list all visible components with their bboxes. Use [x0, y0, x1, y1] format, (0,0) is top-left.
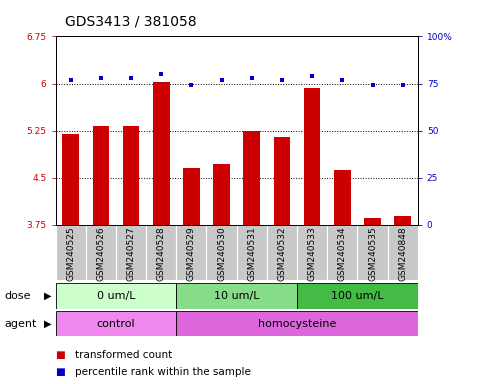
Point [157, 71, 165, 77]
Bar [297, 225, 327, 280]
Bar [153, 82, 170, 225]
Bar [56, 283, 176, 309]
Text: ■: ■ [56, 350, 65, 360]
Bar [357, 225, 388, 280]
Bar [56, 311, 176, 336]
Bar [304, 88, 320, 225]
Bar [183, 168, 199, 225]
Point [127, 75, 135, 81]
Point [218, 77, 226, 83]
Point [278, 77, 286, 83]
Text: GSM240848: GSM240848 [398, 226, 407, 281]
Bar [56, 225, 86, 280]
Text: GSM240531: GSM240531 [247, 226, 256, 281]
Point [339, 77, 346, 83]
Text: percentile rank within the sample: percentile rank within the sample [75, 367, 251, 377]
Bar [297, 283, 418, 309]
Bar [327, 225, 357, 280]
Text: transformed count: transformed count [75, 350, 172, 360]
Text: GSM240525: GSM240525 [66, 226, 75, 281]
Bar [86, 225, 116, 280]
Text: GDS3413 / 381058: GDS3413 / 381058 [65, 15, 197, 29]
Bar [243, 131, 260, 225]
Bar [146, 225, 176, 280]
Text: GSM240529: GSM240529 [187, 226, 196, 281]
Text: dose: dose [5, 291, 31, 301]
Bar [116, 225, 146, 280]
Text: GSM240533: GSM240533 [308, 226, 317, 281]
Text: GSM240526: GSM240526 [96, 226, 105, 281]
Bar [274, 137, 290, 225]
Bar [207, 225, 237, 280]
Text: homocysteine: homocysteine [258, 318, 336, 329]
Text: GSM240528: GSM240528 [156, 226, 166, 281]
Bar [176, 225, 207, 280]
Bar [176, 311, 418, 336]
Text: agent: agent [5, 318, 37, 329]
Point [399, 82, 407, 88]
Text: GSM240534: GSM240534 [338, 226, 347, 281]
Text: 100 um/L: 100 um/L [331, 291, 384, 301]
Text: 10 um/L: 10 um/L [214, 291, 259, 301]
Bar [237, 225, 267, 280]
Text: ▶: ▶ [43, 318, 51, 329]
Bar [213, 164, 230, 225]
Text: 0 um/L: 0 um/L [97, 291, 135, 301]
Bar [123, 126, 139, 225]
Text: control: control [97, 318, 135, 329]
Text: GSM240530: GSM240530 [217, 226, 226, 281]
Bar [176, 283, 297, 309]
Bar [62, 134, 79, 225]
Bar [364, 218, 381, 225]
Bar [395, 217, 411, 225]
Point [369, 82, 376, 88]
Text: GSM240535: GSM240535 [368, 226, 377, 281]
Bar [388, 225, 418, 280]
Text: ■: ■ [56, 367, 65, 377]
Point [308, 73, 316, 79]
Text: ▶: ▶ [43, 291, 51, 301]
Point [67, 77, 74, 83]
Bar [93, 126, 109, 225]
Point [187, 82, 195, 88]
Bar [267, 225, 297, 280]
Text: GSM240527: GSM240527 [127, 226, 136, 281]
Point [97, 75, 105, 81]
Point [248, 75, 256, 81]
Bar [334, 170, 351, 225]
Text: GSM240532: GSM240532 [277, 226, 286, 281]
